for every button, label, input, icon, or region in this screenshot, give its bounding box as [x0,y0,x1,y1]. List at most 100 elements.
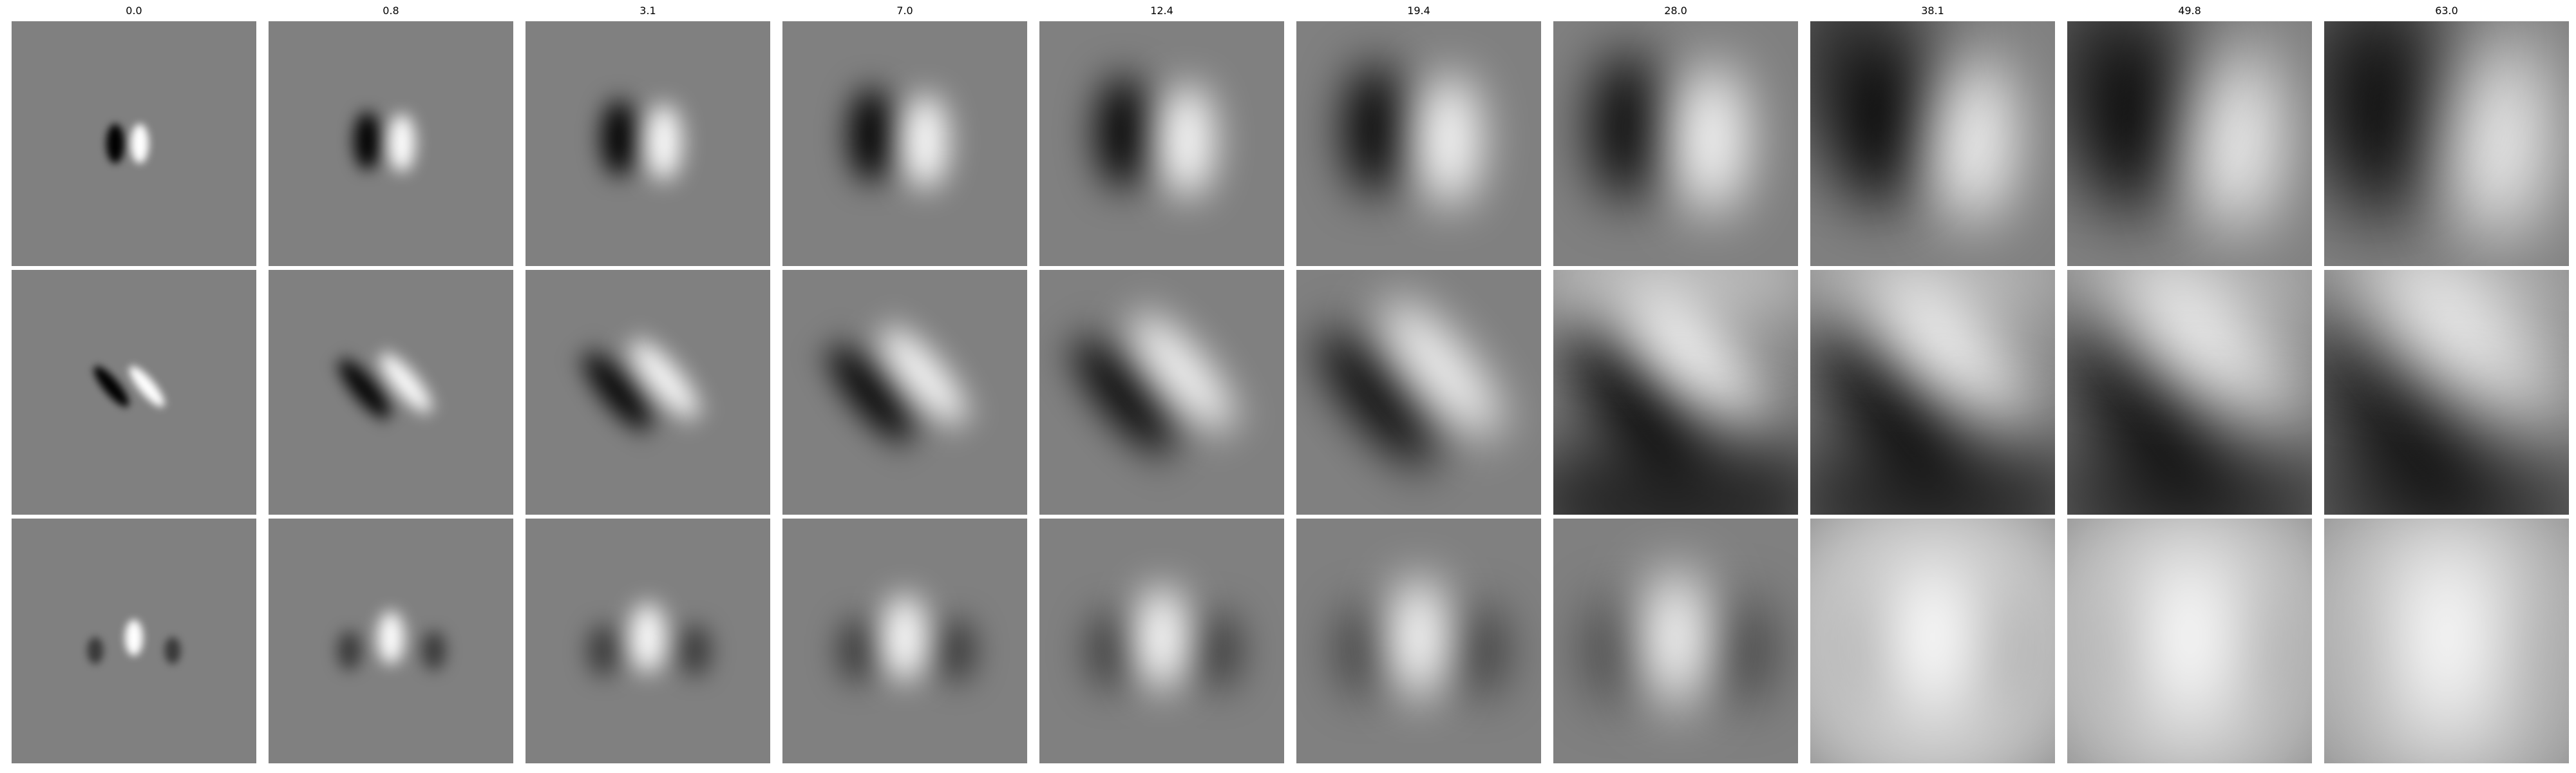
light-lobe [1419,74,1480,206]
light-lobe [1810,270,2055,334]
dark-lobe [1810,21,1926,150]
column-label-8: 49.8 [2178,5,2201,17]
filter-tile-r0-c3 [782,21,1027,266]
light-lobe [131,124,149,164]
light-lobe [646,104,681,180]
filter-tile-r2-c1 [269,519,513,763]
filter-tile-r1-c8 [2067,270,2312,515]
dark-lobe [337,631,362,671]
filter-image [1593,52,1746,215]
dark-lobe [601,99,637,177]
dark-lobe [583,352,652,431]
light-lobe [2324,270,2569,334]
filter-image [1589,569,1771,707]
filter-image [1345,63,1480,206]
dark-lobe [354,111,381,170]
filter-tile-r1-c3 [782,270,1027,515]
column-label-2: 3.1 [639,5,656,17]
filter-image [1810,270,2055,515]
dark-lobe [1593,52,1662,202]
filter-image [1553,270,1798,515]
filter-tile-r0-c6 [1553,21,1798,266]
dark-lobe [1810,425,2055,515]
light-lobe [1935,54,2012,223]
filter-tile-r2-c0 [12,519,256,763]
dark-lobe [1345,63,1405,195]
filter-image [828,327,966,443]
filter-tile-r0-c0 [12,21,256,266]
light-lobe [1388,577,1449,698]
dark-lobe [1709,599,1771,702]
dark-lobe [1338,606,1393,696]
filter-image [106,124,149,164]
filter-tile-r0-c2 [526,21,770,266]
filter-tile-r2-c4 [1039,519,1284,763]
dark-lobe [587,624,620,677]
filter-tile-r1-c4 [1039,270,1284,515]
light-lobe [883,594,927,682]
dark-lobe [2067,21,2183,150]
light-lobe [1677,64,1746,215]
light-lobe [2324,519,2569,763]
light-lobe [2450,34,2544,240]
filter-image [587,602,711,677]
column-label-0: 0.0 [126,5,142,17]
filter-image [93,366,165,407]
filter-image [87,620,181,664]
light-lobe [1132,314,1233,431]
light-lobe [1383,301,1501,437]
filter-image [1338,577,1506,698]
dark-lobe [422,631,446,671]
filter-image [2324,519,2569,763]
filter-image [1088,586,1241,690]
dark-lobe [2324,425,2569,515]
filter-tile-r0-c9 [2324,21,2569,266]
filter-image [338,353,432,419]
filter-tile-r2-c8 [2067,519,2312,763]
dark-lobe [1097,75,1150,189]
light-lobe [2192,44,2278,231]
dark-lobe [1073,338,1174,455]
dark-lobe [106,124,124,164]
filter-tile-r2-c6 [1553,519,1798,763]
filter-tile-r0-c7 [1810,21,2055,266]
dark-lobe [936,618,976,683]
filter-image [838,594,976,683]
filter-tile-r0-c8 [2067,21,2312,266]
filter-image [1073,314,1233,455]
filter-image [1318,301,1501,466]
filter-image [2324,270,2569,515]
light-lobe [1135,586,1188,690]
column-label-9: 63.0 [2435,5,2458,17]
filter-image [1097,75,1214,198]
dark-lobe [838,618,877,683]
light-lobe [630,339,699,419]
light-lobe [1810,519,2055,763]
dark-lobe [1589,599,1651,702]
filter-image [2067,519,2312,763]
filter-tile-r2-c2 [526,519,770,763]
filter-tile-r0-c4 [1039,21,1284,266]
filter-tile-r1-c7 [1810,270,2055,515]
light-lobe [125,620,143,656]
light-lobe [377,611,404,665]
dark-lobe [2067,425,2312,515]
filter-image [1810,21,2012,223]
light-lobe [1553,270,1798,334]
filter-image [2324,21,2544,240]
dark-lobe [828,345,913,443]
column-label-3: 7.0 [896,5,913,17]
light-lobe [1641,569,1710,707]
filter-image [2067,21,2278,231]
filter-tile-r0-c1 [269,21,513,266]
light-lobe [1161,84,1214,198]
light-lobe [904,94,947,189]
light-lobe [881,327,966,425]
light-lobe [388,114,415,172]
dark-lobe [1194,611,1241,690]
filter-tile-r2-c5 [1296,519,1541,763]
dark-lobe [87,637,104,664]
filter-tile-r2-c3 [782,519,1027,763]
column-label-4: 12.4 [1150,5,1173,17]
dark-lobe [93,366,129,407]
